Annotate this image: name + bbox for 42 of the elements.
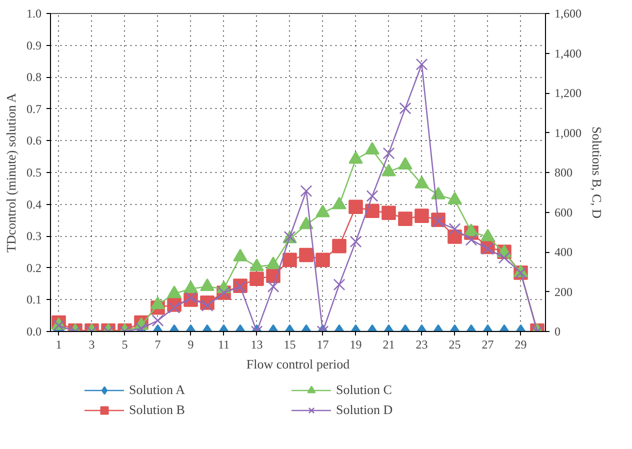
x-tick-label: 7 — [154, 338, 161, 352]
x-tick-label: 27 — [482, 338, 494, 352]
y2-tick-label: 1,400 — [554, 46, 582, 60]
y-tick-label: 1.0 — [26, 6, 42, 20]
y-axis-title: TDcontrol (minute) solution A — [4, 92, 18, 252]
y2-axis-title: Solutions B, C, D — [590, 126, 604, 219]
y2-tick-label: 1,000 — [554, 126, 582, 140]
x-tick-label: 21 — [382, 338, 395, 352]
y2-tick-label: 200 — [554, 284, 572, 299]
x-tick-label: 15 — [284, 338, 296, 352]
legend-label: Solution C — [336, 381, 393, 399]
y-tick-label: 0.9 — [26, 38, 42, 52]
x-tick-label: 23 — [416, 338, 428, 352]
y-tick-label: 0.7 — [26, 102, 42, 116]
x-tick-label: 11 — [218, 338, 230, 352]
y-tick-label: 0.0 — [26, 324, 42, 338]
x-tick-label: 13 — [250, 338, 263, 352]
y2-tick-label: 1,600 — [554, 6, 582, 20]
x-tick-label: 9 — [188, 338, 194, 352]
x-tick-label: 1 — [56, 338, 62, 352]
y-tick-label: 0.2 — [26, 260, 42, 275]
y-tick-label: 0.4 — [26, 197, 42, 212]
y-tick-label: 0.6 — [26, 134, 42, 148]
legend-label: Solution A — [128, 381, 186, 399]
x-axis-title: Flow control period — [246, 356, 350, 372]
y-tick-label: 0.8 — [26, 70, 42, 84]
x-tick-label: 3 — [88, 338, 95, 352]
x-tick-label: 19 — [350, 338, 362, 352]
y-tick-label: 0.5 — [26, 166, 42, 180]
y2-tick-label: 800 — [554, 166, 572, 180]
y2-tick-label: 400 — [554, 245, 572, 259]
x-tick-label: 29 — [514, 338, 527, 352]
legend-label: Solution D — [336, 401, 394, 419]
legend-label: Solution B — [128, 401, 186, 419]
x-tick-label: 17 — [316, 338, 329, 352]
y2-tick-label: 0 — [554, 324, 560, 338]
y2-tick-label: 1,200 — [554, 86, 582, 100]
x-tick-label: 5 — [122, 338, 128, 352]
y2-tick-label: 600 — [554, 205, 572, 220]
y-tick-label: 0.3 — [26, 229, 42, 244]
x-tick-label: 25 — [448, 338, 461, 352]
y-tick-label: 0.1 — [26, 292, 42, 307]
